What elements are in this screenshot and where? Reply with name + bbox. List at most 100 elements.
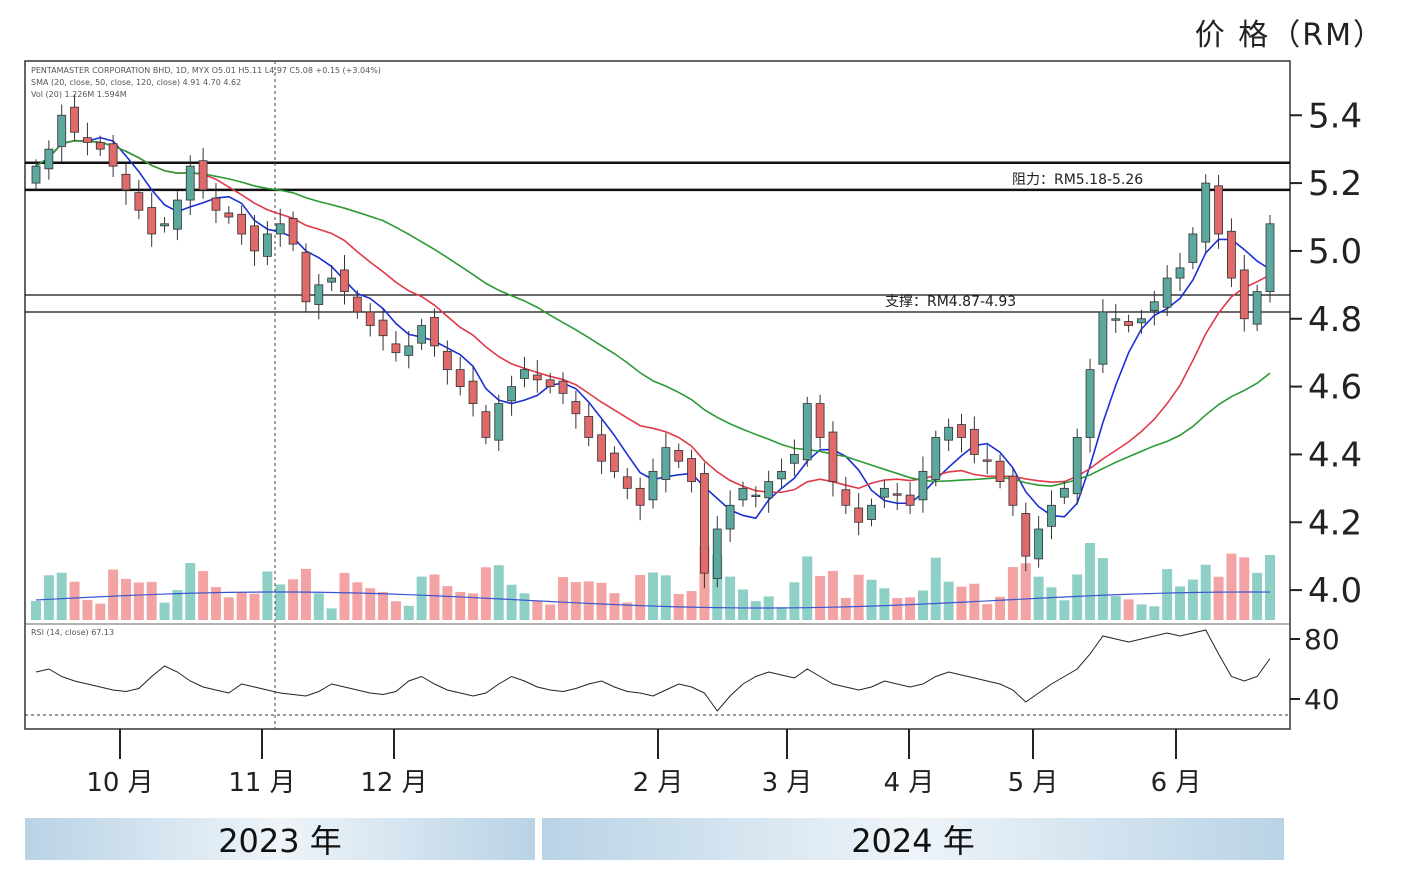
candle-body [982,459,992,462]
volume-bar [1239,557,1250,620]
candle-body [1201,182,1211,243]
candle-body [545,379,555,387]
y-tick-label: 4.4 [1308,435,1362,475]
rsi-tick-label: 40 [1304,683,1340,716]
candle-body [507,386,517,402]
candle-body [288,217,298,245]
volume-bar [1213,576,1224,620]
candle-body [712,528,722,579]
volume-bar [725,576,736,620]
volume-bar [275,584,286,620]
price-unit-label: 价 格（RM） [1194,18,1385,53]
chart-legend-sma: SMA (20, close, 50, close, 120, close) 4… [31,78,241,87]
candle-body [430,317,439,347]
volume-bar [1252,572,1263,620]
candle-body [725,504,735,530]
volume-bar [686,591,697,620]
candle-body [1188,233,1198,263]
y-tick-label: 4.2 [1308,503,1362,543]
volume-bar [95,603,106,620]
candle-body [777,470,786,480]
volume-bar [56,572,67,620]
volume-bar [943,581,954,620]
candle-body [1162,277,1172,308]
candle-body [584,416,594,438]
candle-body [237,213,247,235]
candle-body [520,369,529,379]
candle-body [1059,487,1069,498]
candle-body [198,160,208,191]
candle-body [610,452,619,472]
candle-body [494,403,504,441]
volume-bar [866,579,877,620]
volume-bar [1162,569,1173,620]
candle-body [1085,369,1095,438]
candle-body [340,269,349,293]
volume-bar [146,581,157,620]
volume-bar [390,601,401,620]
volume-bar [879,588,890,620]
volume-bar [1175,586,1186,620]
volume-bar [262,571,273,620]
candle-body [1047,504,1056,527]
volume-bar [1110,596,1121,620]
candle-body [378,319,388,337]
y-tick-label: 4.6 [1308,368,1362,408]
y-tick-label: 4.8 [1308,300,1362,340]
candle-body [571,401,581,415]
volume-bar [172,590,183,620]
x-tick-label: 2 月 [633,768,684,798]
candle-body [622,476,632,489]
volume-bar [1187,579,1198,620]
volume-bar [43,575,54,620]
candle-body [1098,311,1108,365]
volume-bar [648,572,658,620]
y-tick-label: 4.0 [1308,571,1362,611]
candle-body [841,489,851,506]
candle-body [1252,291,1262,325]
candle-body [751,494,761,498]
x-tick-label: 4 月 [884,768,935,798]
volume-bar [429,574,440,620]
candle-body [31,165,41,184]
rsi-legend: RSI (14, close) 67.13 [31,628,114,637]
candle-body [1239,269,1249,320]
candle-body [468,380,478,404]
candle-body [481,411,491,438]
volume-bar [1072,574,1083,620]
candle-body [1265,223,1275,293]
candle-body [969,428,979,455]
volume-bar [198,571,209,620]
year-band-2024: 2024 年 [542,818,1284,860]
volume-bar [558,577,569,620]
volume-bar [442,586,453,620]
volume-bar [69,581,80,620]
volume-bar [1265,555,1275,620]
candle-body [879,487,889,498]
volume-ma-line [35,591,1271,609]
candle-body [1008,475,1018,506]
candle-body [391,343,401,354]
volume-bar [1007,567,1018,620]
candle-body [1034,528,1044,560]
candle-body [597,434,606,462]
candle-body [224,212,234,218]
candle-body [815,403,825,438]
volume-bar [480,567,491,620]
candle-body [1124,321,1134,326]
volume-bar [917,590,928,620]
volume-bar [815,576,826,620]
volume-bar [583,581,594,620]
volume-bar [326,608,337,620]
volume-bar [1085,543,1096,620]
volume-bar [378,591,389,620]
volume-bar [31,601,41,620]
candle-body [931,437,941,480]
volume-bar [712,554,723,620]
candle-body [301,251,311,303]
candle-body [57,114,67,147]
candle-body [905,494,915,506]
x-tick-label: 12 月 [360,768,427,798]
candle-body [995,460,1005,482]
volume-bar [1149,606,1160,620]
